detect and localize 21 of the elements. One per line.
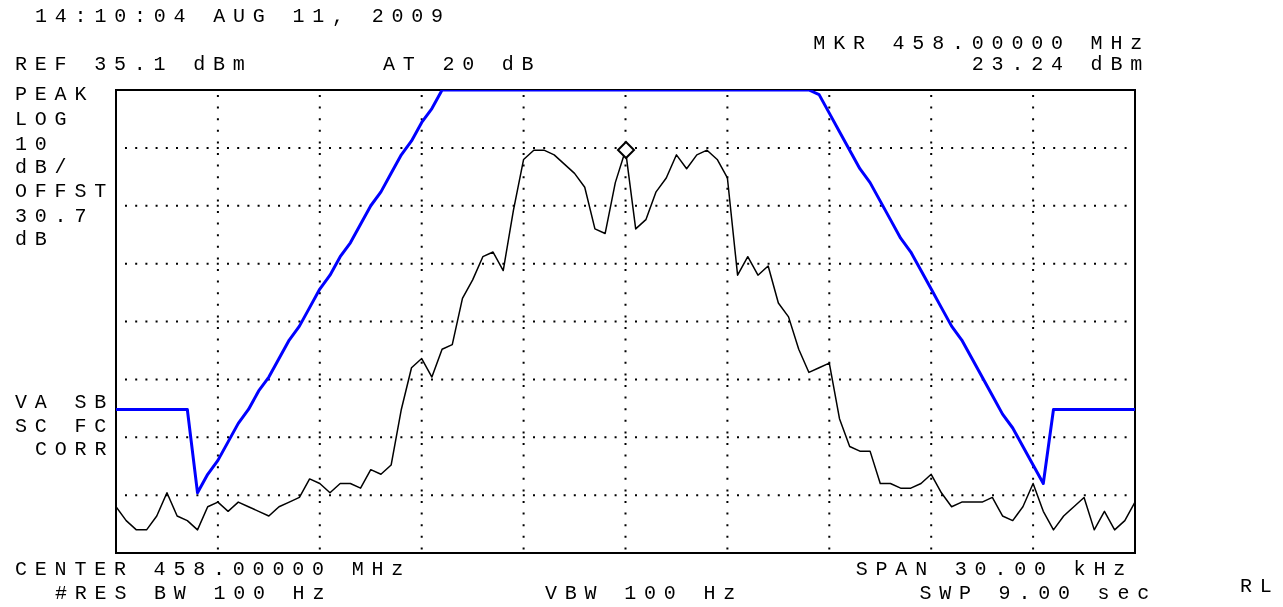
text: VA SB	[15, 391, 115, 414]
text: 23.24 dBm	[971, 53, 1150, 76]
text: CORR	[35, 438, 115, 461]
text: VBW 100 Hz	[545, 582, 744, 605]
text: SC FC	[15, 415, 115, 438]
text: MKR 458.00000 MHz	[813, 32, 1150, 55]
text: LOG	[15, 108, 75, 131]
text: CENTER 458.00000 MHz	[15, 558, 412, 581]
text: PEAK	[15, 83, 95, 106]
text: 14:10:04 AUG 11, 2009	[35, 5, 451, 28]
text: #RES BW 100 Hz	[55, 582, 333, 605]
text: REF 35.1 dBm	[15, 53, 253, 76]
text: AT 20 dB	[383, 53, 542, 76]
text: dB/	[15, 156, 75, 179]
text: 10	[15, 133, 55, 156]
text: RL	[1240, 575, 1280, 598]
text: 30.7	[15, 205, 95, 228]
text: OFFST	[15, 180, 115, 203]
text: dB	[15, 228, 55, 251]
text: SWP 9.00 sec	[919, 582, 1157, 605]
text: SPAN 30.00 kHz	[855, 558, 1133, 581]
